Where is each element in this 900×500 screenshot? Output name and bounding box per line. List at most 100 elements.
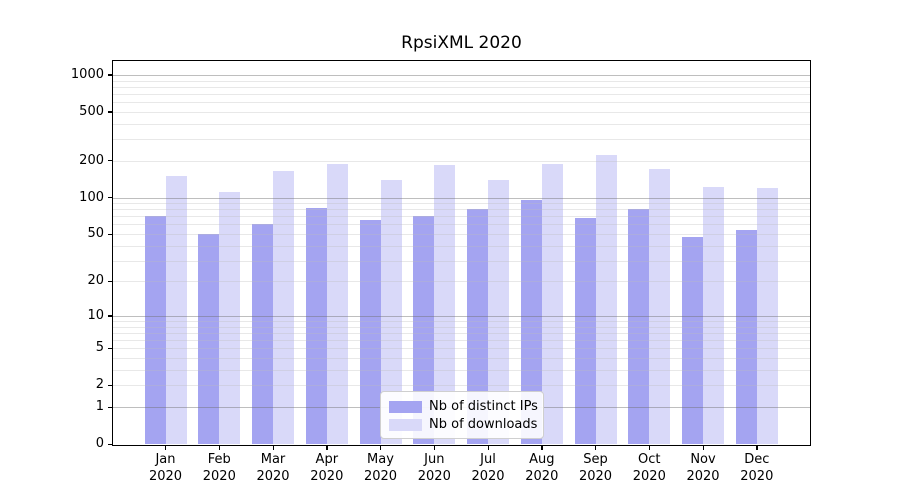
x-tick-mark-aug [541, 445, 543, 450]
x-tick-mark-dec [756, 445, 758, 450]
gridline-9 [113, 321, 810, 322]
bar-downloads-nov [703, 187, 724, 444]
chart-title: RpsiXML 2020 [401, 33, 522, 53]
bar-downloads-may [380, 179, 402, 444]
gridline-200 [113, 160, 810, 162]
gridline-50 [113, 234, 810, 235]
y-tick-mark-100 [108, 197, 113, 199]
legend-swatch-downloads [389, 418, 422, 431]
gridline-3 [113, 369, 810, 371]
x-tick-mark-nov [702, 445, 704, 450]
legend-label-distinct-ips: Nb of distinct IPs [429, 398, 538, 414]
gridline-40 [113, 245, 810, 247]
x-tick-label-aug: Aug 2020 [525, 452, 559, 484]
x-tick-mark-jul [487, 445, 489, 450]
y-tick-mark-5 [108, 347, 113, 350]
y-tick-label-1000: 1000 [70, 66, 104, 82]
bar-distinct-ips-jul [467, 209, 488, 444]
bar-downloads-oct [649, 169, 671, 444]
bar-downloads-apr [326, 164, 348, 444]
y-tick-mark-0 [108, 443, 113, 445]
y-tick-label-5: 5 [95, 340, 104, 356]
x-tick-label-dec: Dec 2020 [740, 452, 774, 484]
legend-item-downloads: Nb of downloads [389, 416, 538, 433]
gridline-8 [113, 326, 810, 328]
gridline-4 [113, 358, 810, 359]
bar-distinct-ips-sep [574, 217, 596, 444]
x-tick-label-jan: Jan 2020 [148, 452, 183, 484]
bar-distinct-ips-dec [735, 229, 757, 444]
gridline-80 [113, 209, 810, 211]
y-tick-mark-20 [108, 280, 113, 283]
bar-distinct-ips-jun [413, 215, 435, 444]
legend-item-distinct-ips: Nb of distinct IPs [389, 398, 538, 415]
x-tick-mark-jan [165, 445, 167, 450]
x-tick-mark-may [380, 445, 382, 450]
x-tick-label-apr: Apr 2020 [310, 452, 344, 484]
x-tick-label-nov: Nov 2020 [686, 452, 720, 484]
bar-distinct-ips-apr [305, 208, 327, 444]
bar-downloads-jul [488, 179, 509, 444]
bar-distinct-ips-jan [144, 215, 166, 444]
x-tick-mark-mar [272, 445, 274, 450]
bar-distinct-ips-mar [252, 223, 273, 444]
x-tick-label-may: May 2020 [363, 452, 398, 484]
x-tick-label-oct: Oct 2020 [632, 452, 666, 484]
bar-downloads-sep [595, 155, 617, 444]
gridline-20 [113, 281, 810, 283]
x-tick-mark-feb [218, 445, 221, 450]
gridline-5 [113, 348, 810, 350]
gridline-300 [113, 139, 810, 141]
bar-downloads-mar [273, 170, 294, 444]
x-tick-label-jun: Jun 2020 [417, 452, 451, 484]
y-tick-label-0: 0 [95, 436, 104, 451]
y-tick-label-200: 200 [79, 152, 104, 168]
gridline-60 [113, 224, 810, 226]
bar-distinct-ips-oct [628, 209, 650, 444]
gridline-90 [113, 203, 810, 204]
x-tick-mark-oct [648, 445, 651, 450]
gridline-10 [113, 315, 810, 317]
y-tick-mark-500 [108, 111, 113, 113]
x-tick-label-mar: Mar 2020 [256, 452, 290, 484]
plot-area [112, 60, 811, 446]
y-tick-mark-50 [108, 233, 113, 235]
x-tick-label-feb: Feb 2020 [202, 452, 236, 484]
x-tick-mark-apr [326, 445, 328, 450]
y-tick-mark-1000 [108, 74, 113, 76]
legend: Nb of distinct IPs Nb of downloads [380, 391, 544, 439]
bar-distinct-ips-nov [682, 237, 703, 444]
y-tick-label-50: 50 [87, 226, 104, 241]
x-tick-mark-jun [433, 445, 436, 450]
y-tick-mark-10 [108, 315, 113, 317]
x-tick-mark-sep [595, 445, 597, 450]
gridline-900 [113, 80, 810, 82]
bar-downloads-jan [165, 176, 187, 444]
y-tick-mark-1 [108, 406, 113, 408]
gridline-500 [113, 111, 810, 113]
bar-downloads-dec [756, 187, 778, 444]
legend-swatch-distinct-ips [389, 400, 422, 413]
gridline-800 [113, 86, 810, 88]
gridline-1000 [113, 74, 810, 76]
bar-distinct-ips-aug [520, 200, 542, 444]
gridline-2 [113, 385, 810, 387]
y-tick-label-500: 500 [79, 103, 104, 119]
gridline-100 [113, 197, 810, 199]
legend-label-downloads: Nb of downloads [429, 416, 538, 432]
y-tick-label-1: 1 [95, 399, 104, 414]
x-tick-label-jul: Jul 2020 [471, 452, 505, 484]
gridline-600 [113, 102, 810, 104]
bar-downloads-feb [219, 191, 241, 444]
y-tick-label-10: 10 [87, 307, 104, 323]
y-tick-label-20: 20 [87, 273, 104, 289]
gridline-70 [113, 216, 810, 218]
gridline-700 [113, 94, 810, 95]
gridline-7 [113, 332, 810, 334]
gridline-6 [113, 340, 810, 342]
y-tick-label-2: 2 [95, 377, 104, 393]
gridline-400 [113, 123, 810, 125]
gridline-30 [113, 260, 810, 262]
y-tick-label-100: 100 [79, 189, 104, 205]
